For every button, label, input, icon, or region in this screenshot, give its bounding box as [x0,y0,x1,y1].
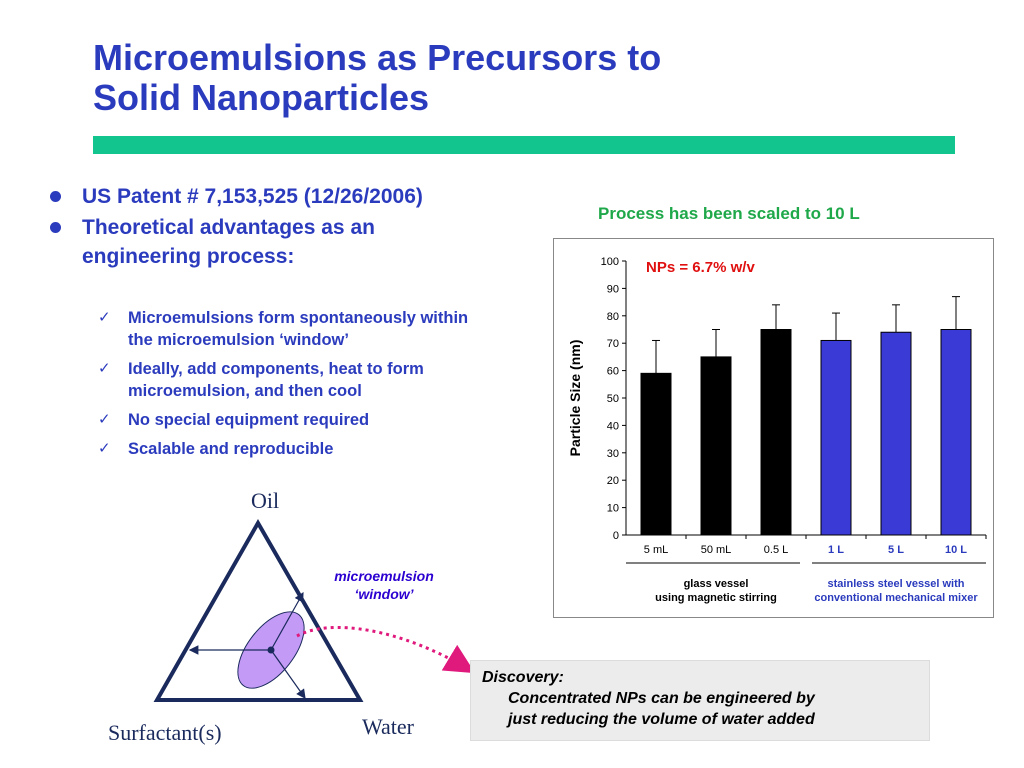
group-label-line-1: glass vessel [684,578,749,590]
bullet-item: US Patent # 7,153,525 (12/26/2006) [48,182,518,211]
bullet-list: US Patent # 7,153,525 (12/26/2006) Theor… [48,182,518,273]
chart-panel: 0 10 20 30 40 50 60 70 80 90 100 Particle Size (nm)… [553,238,994,618]
group-label-line-2: using magnetic stirring [655,592,777,604]
y-tick-label: 10 [607,503,619,515]
x-tick-label: 5 L [888,544,904,556]
bar [700,356,732,536]
y-tick-label: 90 [607,283,619,295]
y-axis-label: Particle Size (nm) [567,340,583,457]
discovery-line-1: Concentrated NPs can be engineered by [508,690,815,707]
x-tick-label: 1 L [828,544,844,556]
oil-arrow [270,591,304,651]
y-tick-label: 40 [607,420,619,432]
bar [640,372,672,536]
discovery-callout: Discovery: Concentrated NPs can be engin… [470,660,930,741]
window-label-line-1: microemulsion [334,568,434,584]
check-text: Ideally, add components, heat to form mi… [128,360,424,400]
bullet-dot-icon [50,222,61,233]
np-concentration-label: NPs = 6.7% w/v [646,259,755,276]
slide-title-line-1: Microemulsions as Precursors to [93,37,662,78]
discovery-line-2: just reducing the volume of water added [508,711,815,728]
discovery-pointer-arrow [296,626,470,674]
oil-label: Oil [251,488,279,513]
y-tick-label: 30 [607,448,619,460]
check-text: Microemulsions form spontaneously within… [128,309,469,349]
slide-title-line-2: Solid Nanoparticles [93,77,430,118]
x-tick-label: 50 mL [701,544,732,556]
ternary-diagram: Oil Surfactant(s) Water microemulsion ‘w… [108,488,470,745]
x-tick-label: 10 L [945,544,967,556]
bar [940,329,972,536]
y-tick-label: 20 [607,475,619,487]
particle-size-bar-chart: 0 10 20 30 40 50 60 70 80 90 100 Particle Size (nm)… [567,256,987,604]
window-label-line-2: ‘window’ [354,586,414,602]
discovery-heading: Discovery: [482,669,564,686]
group-label-line-1: stainless steel vessel with [828,578,965,590]
y-tick-label: 100 [601,256,619,268]
check-icon: ✓ [98,309,111,326]
bullet-item: Theoretical advantages as an engineering… [48,213,482,271]
chart-heading: Process has been scaled to 10 L [598,204,860,223]
surfactant-label: Surfactant(s) [108,720,222,745]
bullet-text: Theoretical advantages as an engineering… [82,216,375,268]
check-icon: ✓ [98,360,111,377]
y-tick-label: 70 [607,338,619,350]
bullet-text: US Patent # 7,153,525 (12/26/2006) [82,185,423,208]
check-item: ✓ No special equipment required [98,409,518,431]
slide-title: Microemulsions as Precursors to Solid Na… [93,38,953,118]
x-tick-label: 5 mL [644,544,668,556]
phase-triangle [153,518,364,702]
x-tick-label: 0.5 L [764,544,788,556]
y-tick-label: 50 [607,393,619,405]
water-label: Water [362,714,415,739]
bar [760,329,792,536]
y-tick-label: 0 [613,530,619,542]
check-text: Scalable and reproducible [128,440,334,458]
check-item: ✓ Microemulsions form spontaneously with… [98,307,488,351]
check-list: ✓ Microemulsions form spontaneously with… [98,307,518,467]
bar [880,331,912,536]
check-icon: ✓ [98,440,111,457]
check-icon: ✓ [98,411,111,428]
surfactant-arrow [270,649,306,699]
check-item: ✓ Ideally, add components, heat to form … [98,358,498,402]
check-item: ✓ Scalable and reproducible [98,438,518,460]
y-tick-label: 80 [607,311,619,323]
composition-point [267,646,275,654]
check-text: No special equipment required [128,411,370,429]
bullet-dot-icon [50,191,61,202]
title-divider [93,136,955,154]
y-tick-label: 60 [607,366,619,378]
group-label-line-2: conventional mechanical mixer [814,592,978,604]
bar [820,339,852,536]
